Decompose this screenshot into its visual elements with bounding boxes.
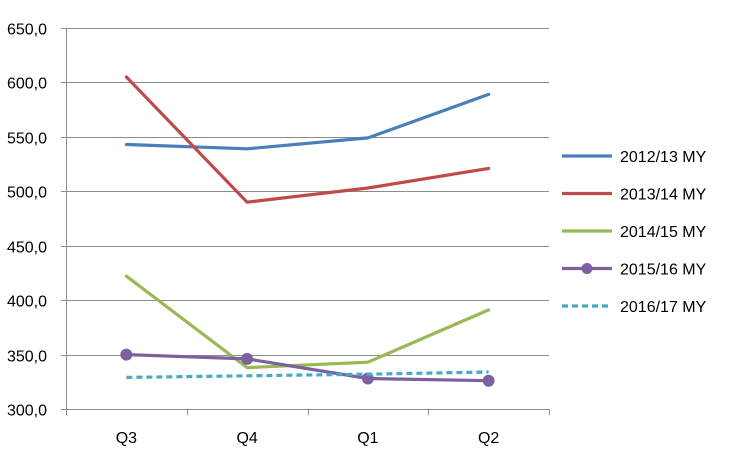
x-tick-label: Q4 xyxy=(236,430,257,447)
x-tick-label: Q2 xyxy=(478,430,499,447)
y-tick-label: 450,0 xyxy=(7,240,47,257)
y-tick-label: 500,0 xyxy=(7,185,47,202)
legend-label: 2016/17 MY xyxy=(620,299,707,316)
series-lines xyxy=(120,75,495,387)
y-tick-label: 400,0 xyxy=(7,294,47,311)
gridlines xyxy=(66,28,549,356)
series-line xyxy=(124,75,491,204)
legend-marker xyxy=(581,263,593,274)
series-line xyxy=(124,274,491,370)
series-line xyxy=(126,370,489,379)
x-tick-label: Q3 xyxy=(116,430,137,447)
y-tick-label: 600,0 xyxy=(7,76,47,93)
series-point xyxy=(120,348,133,361)
legend-label: 2015/16 MY xyxy=(620,262,707,279)
series-point xyxy=(241,352,254,365)
series-line xyxy=(124,92,491,151)
y-tick-label: 300,0 xyxy=(7,403,47,420)
x-tick-label: Q1 xyxy=(357,430,378,447)
y-tick-label: 550,0 xyxy=(7,131,47,148)
legend-label: 2014/15 MY xyxy=(620,224,707,241)
axes: 300,0 350,0 400,0 450,0 500,0 550,0 600,0 650,0… xyxy=(7,22,550,447)
legend-label: 2013/14 MY xyxy=(620,187,707,204)
series-line xyxy=(124,353,491,383)
y-tick-label: 650,0 xyxy=(7,22,47,39)
series-point xyxy=(482,374,495,387)
y-tick-label: 350,0 xyxy=(7,349,47,366)
legend-label: 2012/13 MY xyxy=(620,149,707,166)
legend: 2012/13 MY 2013/14 MY 2014/15 MY 2015/16 MY… xyxy=(562,149,707,316)
